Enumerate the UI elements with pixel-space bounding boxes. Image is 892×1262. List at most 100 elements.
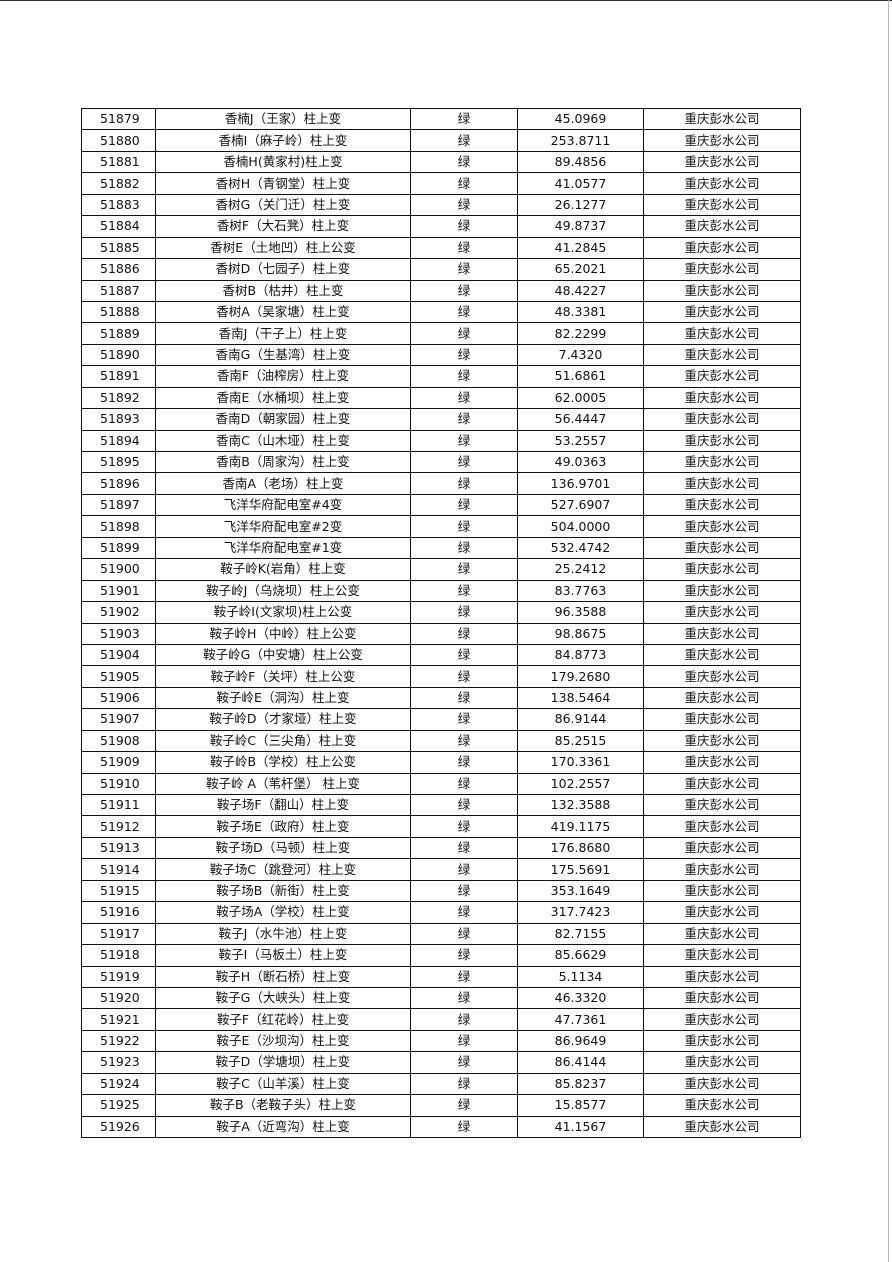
value-cell: 47.7361: [517, 1008, 644, 1031]
row-id-cell: 51910: [81, 772, 156, 796]
name-cell: 鞍子J（水牛池）柱上变: [155, 922, 411, 946]
company-cell: 重庆彭水公司: [643, 922, 801, 946]
row-id-cell: 51909: [81, 751, 156, 774]
name-cell: 鞍子场A（学校）柱上变: [155, 901, 411, 924]
table-row: 51903 鞍子岭H（中岭）柱上公变绿 98.8675 重庆彭水公司: [81, 622, 801, 645]
row-id-cell: 51921: [81, 1008, 156, 1031]
color-cell: 绿: [410, 129, 518, 152]
table-row: 51926 鞍子A（近弯沟）柱上变绿 41.1567 重庆彭水公司: [81, 1115, 801, 1139]
name-cell: 鞍子场B（新街）柱上变: [155, 879, 411, 903]
name-cell: 鞍子岭I(文家坝)柱上公变: [155, 601, 411, 624]
row-id-cell: 51911: [81, 793, 156, 817]
name-cell: 香南G（生基湾）柱上变: [155, 343, 411, 367]
name-cell: 香树F（大石凳）柱上变: [155, 215, 411, 238]
row-id-cell: 51890: [81, 343, 156, 367]
company-cell: 重庆彭水公司: [643, 258, 801, 281]
company-cell: 重庆彭水公司: [643, 643, 801, 667]
value-cell: 49.0363: [517, 450, 644, 474]
name-cell: 香南A（老场）柱上变: [155, 472, 411, 495]
table-row: 51905 鞍子岭F（关坪）柱上公变绿 179.2680 重庆彭水公司: [81, 665, 801, 688]
value-cell: 82.2299: [517, 322, 644, 345]
table-row: 51914 鞍子场C（跳登河）柱上变绿 175.5691 重庆彭水公司: [81, 858, 801, 881]
color-cell: 绿: [410, 150, 518, 174]
row-id-cell: 51920: [81, 986, 156, 1010]
color-cell: 绿: [410, 643, 518, 667]
value-cell: 84.8773: [517, 643, 644, 667]
company-cell: 重庆彭水公司: [643, 1072, 801, 1096]
color-cell: 绿: [410, 1072, 518, 1096]
color-cell: 绿: [410, 558, 518, 581]
color-cell: 绿: [410, 901, 518, 924]
color-cell: 绿: [410, 986, 518, 1010]
color-cell: 绿: [410, 729, 518, 753]
company-cell: 重庆彭水公司: [643, 729, 801, 753]
name-cell: 鞍子场D（马顿）柱上变: [155, 836, 411, 860]
value-cell: 48.3381: [517, 300, 644, 324]
name-cell: 鞍子岭G（中安塘）柱上公变: [155, 643, 411, 667]
table-row: 51923 鞍子D（学塘坝）柱上变绿 86.4144 重庆彭水公司: [81, 1051, 801, 1074]
row-id-cell: 51917: [81, 922, 156, 946]
table-row: 51900 鞍子岭K(岩角）柱上变绿 25.2412 重庆彭水公司: [81, 558, 801, 581]
table-row: 51883 香树G（关门迁）柱上变绿 26.1277 重庆彭水公司: [81, 193, 801, 217]
color-cell: 绿: [410, 1029, 518, 1053]
name-cell: 鞍子岭B（学校）柱上公变: [155, 751, 411, 774]
row-id-cell: 51897: [81, 493, 156, 517]
row-id-cell: 51884: [81, 215, 156, 238]
company-cell: 重庆彭水公司: [643, 536, 801, 560]
value-cell: 419.1175: [517, 815, 644, 838]
value-cell: 26.1277: [517, 193, 644, 217]
row-id-cell: 51918: [81, 944, 156, 967]
name-cell: 鞍子B（老鞍子头）柱上变: [155, 1094, 411, 1117]
value-cell: 62.0005: [517, 386, 644, 410]
name-cell: 香南E（水桶坝）柱上变: [155, 386, 411, 410]
color-cell: 绿: [410, 579, 518, 603]
company-cell: 重庆彭水公司: [643, 150, 801, 174]
row-id-cell: 51883: [81, 193, 156, 217]
color-cell: 绿: [410, 1115, 518, 1139]
name-cell: 鞍子场E（政府）柱上变: [155, 815, 411, 838]
name-cell: 鞍子A（近弯沟）柱上变: [155, 1115, 411, 1139]
table-row: 51882 香树H（青钢堂）柱上变绿 41.0577 重庆彭水公司: [81, 172, 801, 195]
color-cell: 绿: [410, 665, 518, 688]
value-cell: 56.4447: [517, 408, 644, 431]
color-cell: 绿: [410, 536, 518, 560]
color-cell: 绿: [410, 193, 518, 217]
company-cell: 重庆彭水公司: [643, 193, 801, 217]
value-cell: 176.8680: [517, 836, 644, 860]
company-cell: 重庆彭水公司: [643, 107, 801, 131]
name-cell: 鞍子场F（翻山）柱上变: [155, 793, 411, 817]
value-cell: 83.7763: [517, 579, 644, 603]
company-cell: 重庆彭水公司: [643, 965, 801, 988]
name-cell: 香树D（七园子）柱上变: [155, 258, 411, 281]
name-cell: 香树H（青钢堂）柱上变: [155, 172, 411, 195]
color-cell: 绿: [410, 107, 518, 131]
color-cell: 绿: [410, 836, 518, 860]
table-row: 51897 飞洋华府配电室#4变绿 527.6907 重庆彭水公司: [81, 493, 801, 517]
row-id-cell: 51924: [81, 1072, 156, 1096]
value-cell: 82.7155: [517, 922, 644, 946]
value-cell: 86.4144: [517, 1051, 644, 1074]
name-cell: 鞍子岭D（才家垭）柱上变: [155, 708, 411, 731]
table-row: 51893 香南D（朝家园）柱上变绿 56.4447 重庆彭水公司: [81, 408, 801, 431]
table-row: 51922 鞍子E（沙坝沟）柱上变绿 86.9649 重庆彭水公司: [81, 1029, 801, 1053]
name-cell: 飞洋华府配电室#1变: [155, 536, 411, 560]
value-cell: 179.2680: [517, 665, 644, 688]
table-row: 51898 飞洋华府配电室#2变绿 504.0000 重庆彭水公司: [81, 515, 801, 538]
page-edge-right: [888, 0, 889, 1262]
name-cell: 鞍子岭F（关坪）柱上公变: [155, 665, 411, 688]
table-row: 51917 鞍子J（水牛池）柱上变绿 82.7155 重庆彭水公司: [81, 922, 801, 946]
table-row: 51908 鞍子岭C（三尖角）柱上变绿 85.2515 重庆彭水公司: [81, 729, 801, 753]
table-row: 51879 香楠J（王家）柱上变绿 45.0969 重庆彭水公司: [81, 107, 801, 131]
company-cell: 重庆彭水公司: [643, 1029, 801, 1053]
table-row: 51895 香南B（周家沟）柱上变绿 49.0363 重庆彭水公司: [81, 450, 801, 474]
value-cell: 85.2515: [517, 729, 644, 753]
company-cell: 重庆彭水公司: [643, 1051, 801, 1074]
row-id-cell: 51913: [81, 836, 156, 860]
row-id-cell: 51912: [81, 815, 156, 838]
company-cell: 重庆彭水公司: [643, 751, 801, 774]
company-cell: 重庆彭水公司: [643, 215, 801, 238]
row-id-cell: 51889: [81, 322, 156, 345]
company-cell: 重庆彭水公司: [643, 622, 801, 645]
table-row: 51902 鞍子岭I(文家坝)柱上公变绿 96.3588 重庆彭水公司: [81, 601, 801, 624]
name-cell: 飞洋华府配电室#4变: [155, 493, 411, 517]
